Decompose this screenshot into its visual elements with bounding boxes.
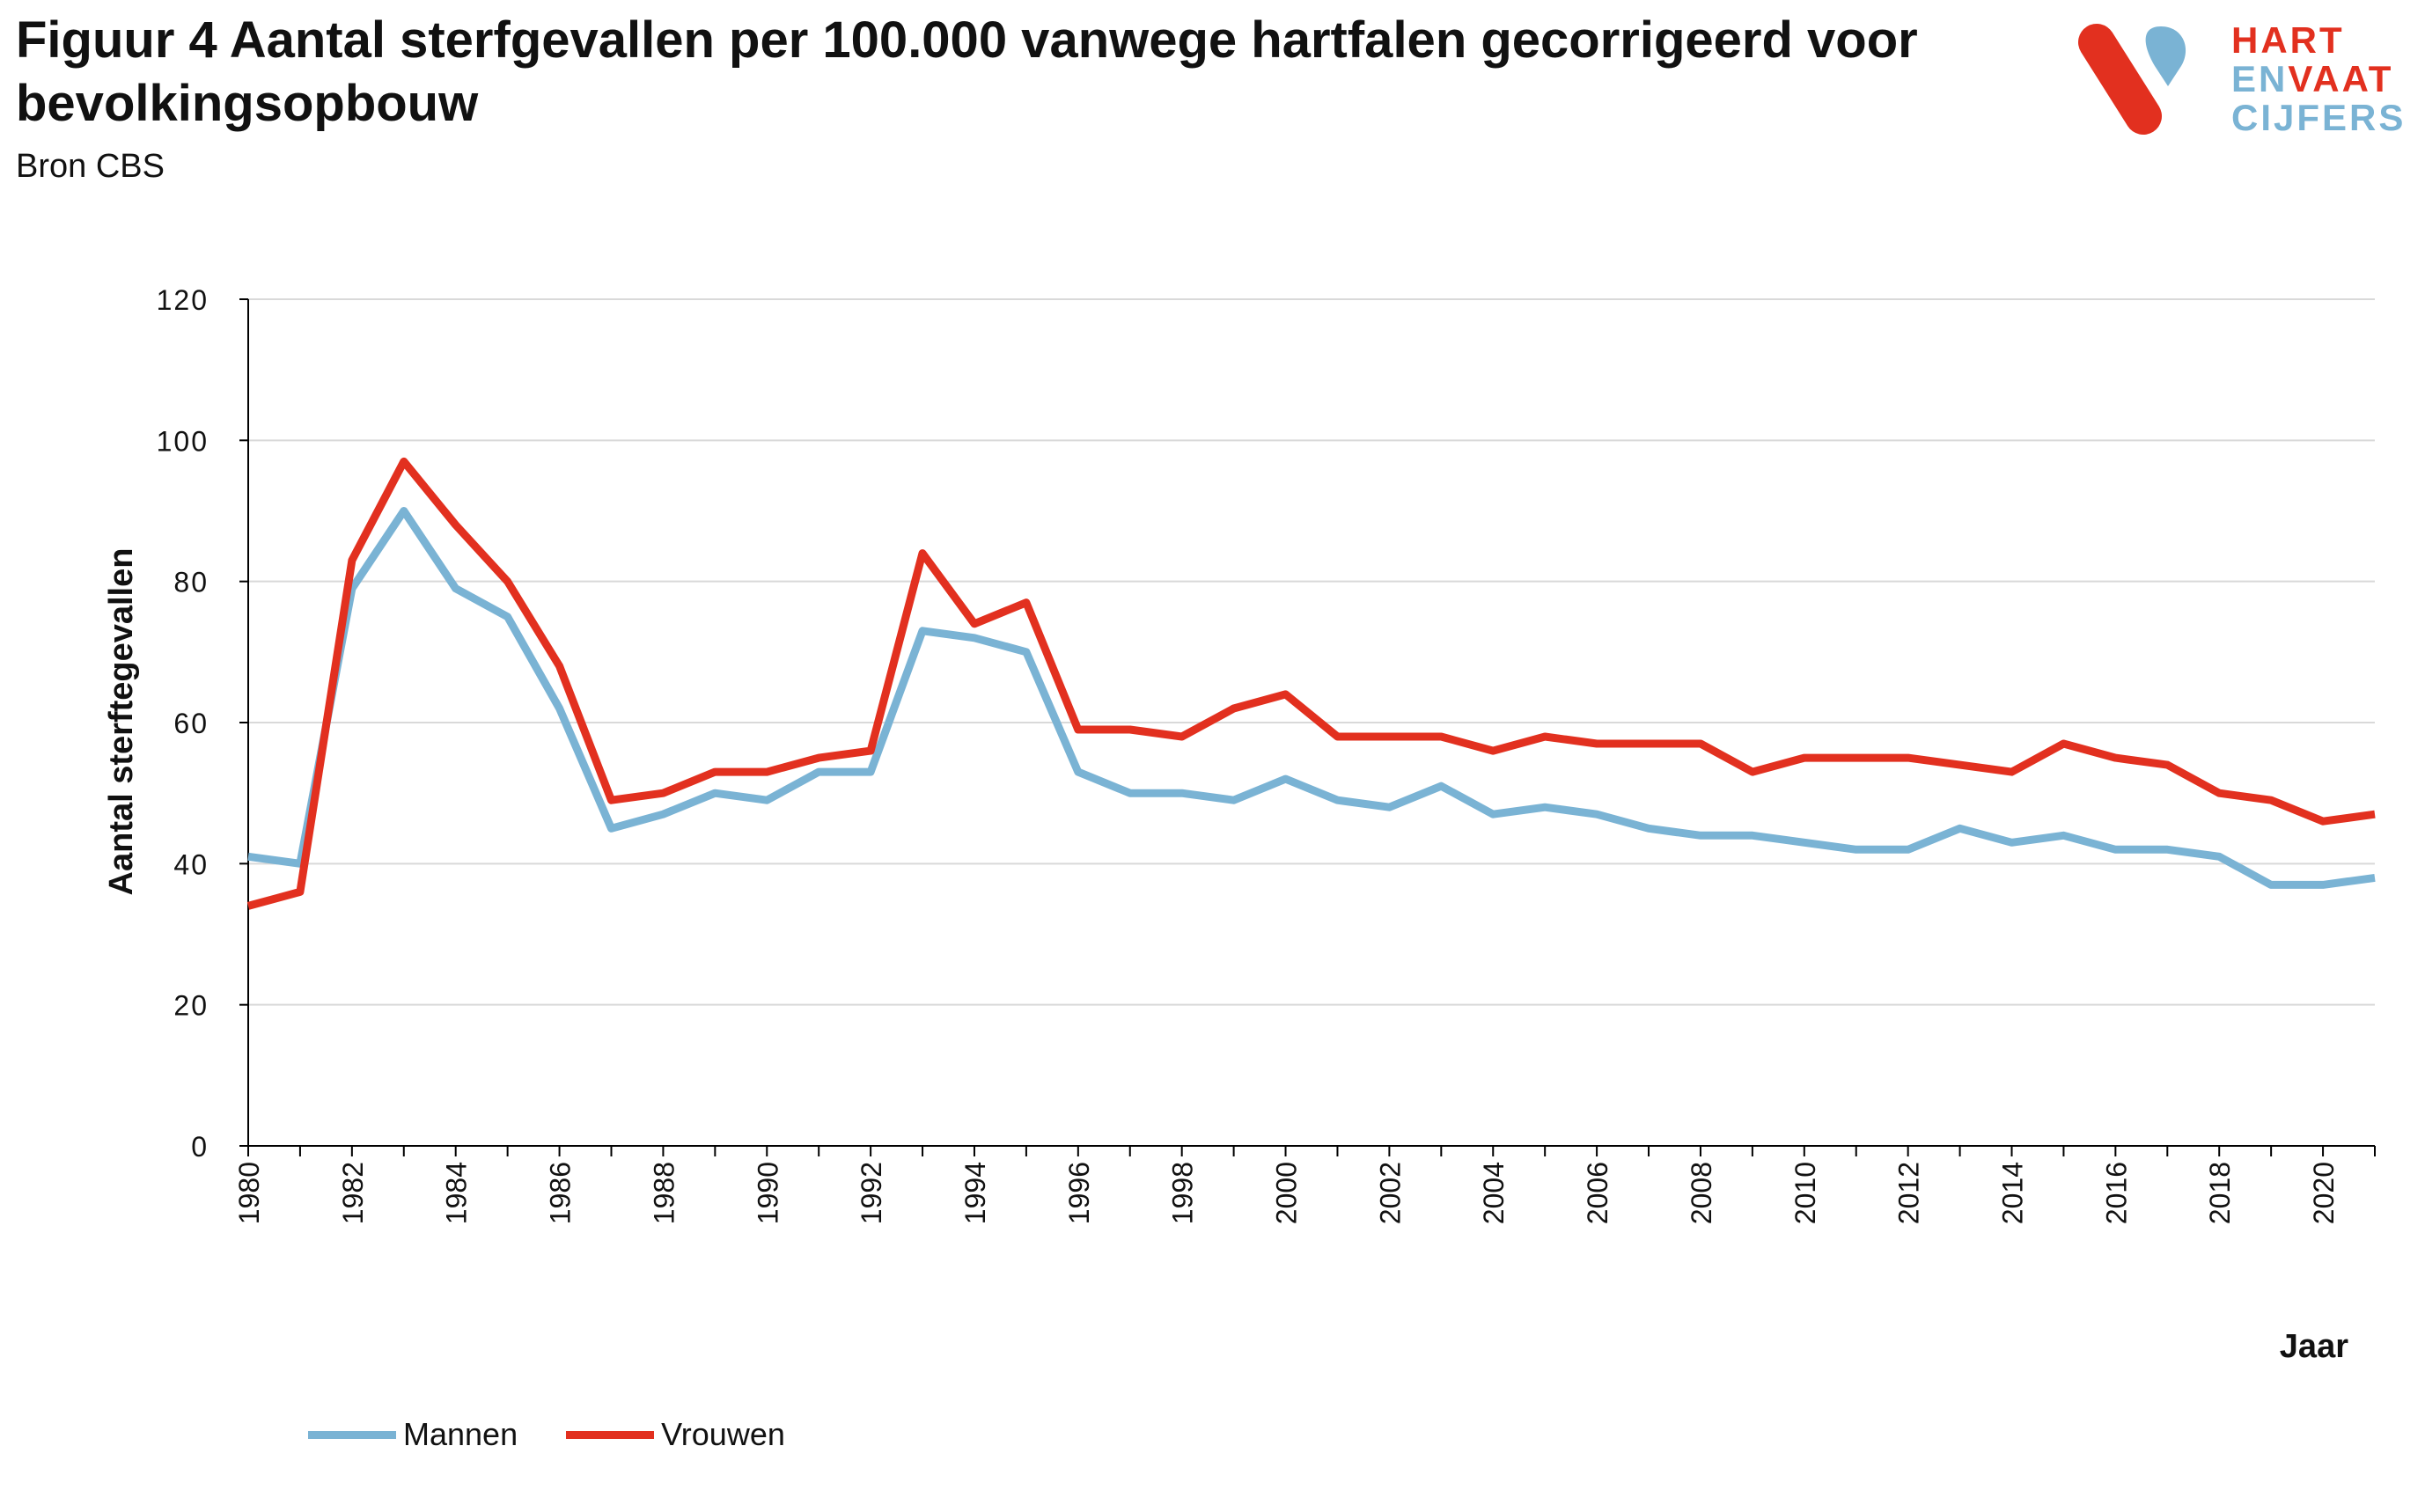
x-tick-label-2006: 2006 xyxy=(1582,1162,1613,1224)
x-tick-label-2012: 2012 xyxy=(1893,1162,1925,1224)
x-tick-label-1992: 1992 xyxy=(856,1162,887,1224)
x-tick-label-2002: 2002 xyxy=(1374,1162,1406,1224)
x-tick-label-1988: 1988 xyxy=(648,1162,680,1224)
legend-label-mannen: Mannen xyxy=(403,1416,518,1452)
logo-word-cijfers: CIJFERS xyxy=(2231,97,2407,138)
x-tick-label-1996: 1996 xyxy=(1063,1162,1095,1224)
line-chart: 0 20 40 60 80 100 120 1980 1982 1984 1986 1988 1990 1… xyxy=(103,284,2376,1365)
x-tick-label-1984: 1984 xyxy=(441,1162,473,1224)
y-axis-title: Aantal sterftegevallen xyxy=(103,548,140,896)
hartenvaat-logo: HART ENVAAT CIJFERS xyxy=(2077,18,2421,150)
x-tick-label-2016: 2016 xyxy=(2100,1162,2132,1224)
legend-label-vrouwen: Vrouwen xyxy=(661,1416,785,1452)
series-line-vrouwen xyxy=(246,457,2376,910)
logo-mark-icon xyxy=(2078,24,2186,135)
x-tick-label-2004: 2004 xyxy=(1478,1162,1510,1224)
y-tick-label-60: 60 xyxy=(173,708,209,739)
y-tick-label-120: 120 xyxy=(157,284,209,316)
x-tick-label-2000: 2000 xyxy=(1271,1162,1303,1224)
y-tick-label-0: 0 xyxy=(191,1131,209,1163)
y-tick-label-80: 80 xyxy=(173,567,209,598)
x-tick-label-2010: 2010 xyxy=(1789,1162,1821,1224)
y-tick-label-20: 20 xyxy=(173,990,209,1022)
x-tick-label-1990: 1990 xyxy=(752,1162,783,1224)
x-tick-label-2008: 2008 xyxy=(1686,1162,1717,1224)
logo-word-vaat: VAAT xyxy=(2288,58,2394,99)
legend-item-mannen: Mannen xyxy=(308,1416,518,1453)
x-tick-label-1982: 1982 xyxy=(337,1162,369,1224)
x-tick-label-1980: 1980 xyxy=(233,1162,265,1224)
x-tick-label-2018: 2018 xyxy=(2204,1162,2236,1224)
chart-source: Bron CBS xyxy=(16,148,165,185)
chart-legend: Mannen Vrouwen xyxy=(308,1413,834,1457)
legend-item-vrouwen: Vrouwen xyxy=(566,1416,785,1453)
legend-swatch-mannen xyxy=(308,1430,396,1439)
y-tick-label-40: 40 xyxy=(173,848,209,880)
series-line-mannen xyxy=(247,507,2376,889)
legend-swatch-vrouwen xyxy=(566,1430,655,1439)
x-axis-title: Jaar xyxy=(2280,1328,2348,1365)
x-tick-label-1986: 1986 xyxy=(545,1162,577,1224)
y-tick-label-100: 100 xyxy=(157,425,209,457)
page-title: Figuur 4 Aantal sterfgevallen per 100.00… xyxy=(16,11,1918,132)
x-tick-label-2020: 2020 xyxy=(2308,1162,2340,1224)
logo-word-hart: HART xyxy=(2231,19,2345,61)
x-tick-label-2014: 2014 xyxy=(1997,1162,2029,1224)
logo-word-en: EN xyxy=(2231,58,2289,99)
x-tick-label-1998: 1998 xyxy=(1167,1162,1199,1224)
x-tick-label-1994: 1994 xyxy=(959,1162,991,1224)
